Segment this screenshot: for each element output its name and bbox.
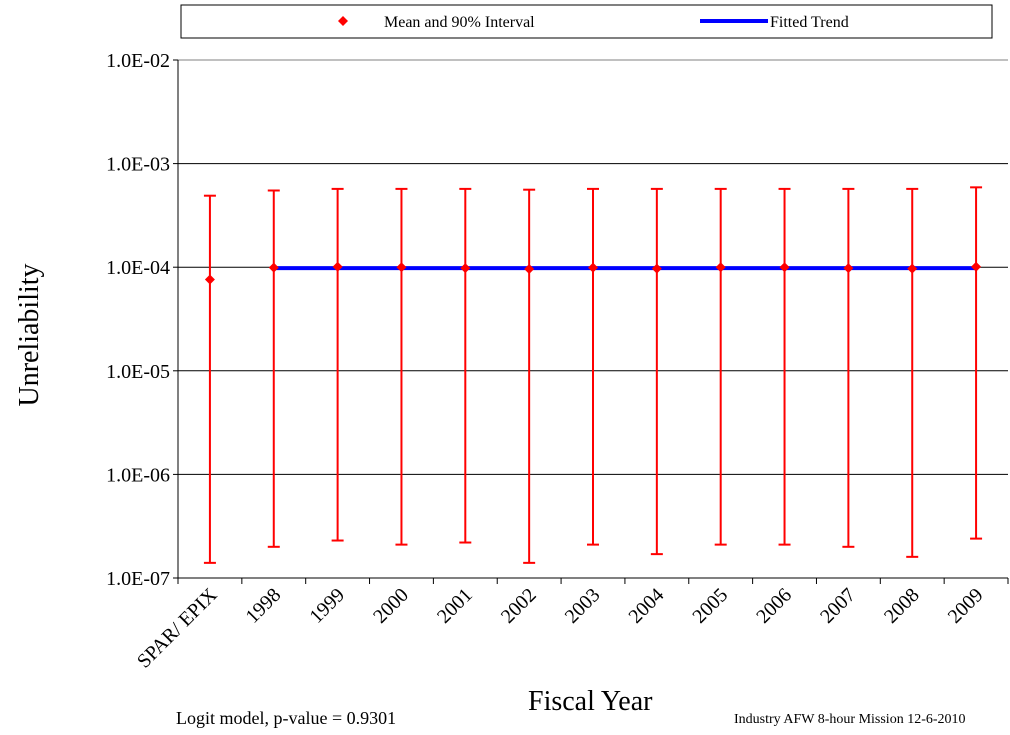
mean-point	[460, 263, 471, 274]
x-tick-label: 1999	[305, 584, 349, 628]
mean-point	[715, 262, 726, 273]
y-axis-label: Unreliability	[14, 263, 45, 406]
y-tick-label: 1.0E-04	[106, 257, 170, 279]
y-tick-label: 1.0E-07	[106, 568, 170, 590]
mean-point	[268, 262, 279, 273]
mean-point	[971, 261, 982, 272]
x-tick-label: 2003	[561, 584, 605, 628]
x-tick-label: 2001	[433, 584, 477, 628]
x-tick-label: 2008	[880, 584, 924, 628]
legend: Mean and 90% Interval Fitted Trend	[180, 4, 993, 39]
x-tick-label: 2004	[625, 584, 669, 628]
mean-point	[396, 262, 407, 273]
x-tick-label: SPAR/ EPIX	[133, 584, 222, 673]
mean-point	[907, 263, 918, 274]
mean-point	[332, 261, 343, 272]
y-tick-label: 1.0E-05	[106, 361, 170, 383]
axes	[173, 59, 1009, 584]
y-tick-label: 1.0E-02	[106, 50, 170, 72]
x-tick-label: 2000	[369, 584, 413, 628]
mean-markers	[204, 261, 982, 285]
y-tick-labels: 1.0E-07 1.0E-06 1.0E-05 1.0E-04 1.0E-03 1.0E-…	[106, 50, 170, 590]
mean-point	[843, 263, 854, 274]
mean-point	[204, 274, 215, 285]
x-tick-label: 2007	[816, 584, 860, 628]
mean-point	[588, 262, 598, 273]
legend-mean-marker	[338, 16, 348, 26]
x-tick-label: 2005	[688, 584, 732, 628]
mean-point	[651, 263, 662, 274]
model-note: Logit model, p-value = 0.9301	[176, 708, 397, 728]
mean-point	[779, 262, 790, 273]
x-tick-label: 1998	[241, 584, 285, 628]
x-axis-label: Fiscal Year	[528, 686, 653, 717]
x-tick-labels: SPAR/ EPIX 1998 1999 2000 2001 2002 2003 2004 20…	[133, 584, 988, 673]
x-tick-label: 2006	[752, 584, 796, 628]
x-tick-label: 2009	[944, 584, 988, 628]
legend-box	[180, 4, 993, 39]
source-note: Industry AFW 8-hour Mission 12-6-2010	[734, 712, 966, 727]
legend-mean-label: Mean and 90% Interval	[384, 14, 535, 31]
mean-point	[524, 264, 535, 275]
y-tick-label: 1.0E-03	[106, 154, 170, 176]
y-tick-label: 1.0E-06	[106, 464, 170, 486]
error-bars	[203, 186, 983, 564]
x-tick-label: 2002	[497, 584, 541, 628]
legend-trend-label: Fitted Trend	[770, 14, 849, 31]
